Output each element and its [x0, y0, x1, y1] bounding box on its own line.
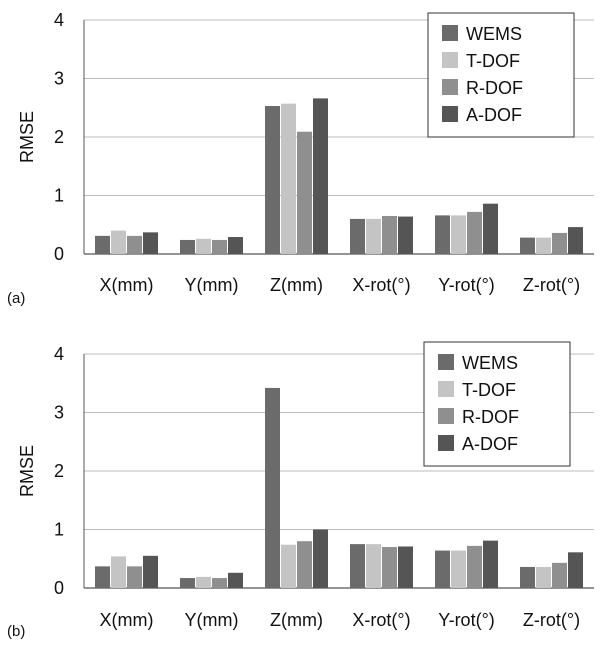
chart1-bar-wems — [350, 218, 365, 254]
chart1-bar-t-dof — [196, 238, 211, 254]
chart2-category-label: Z(mm) — [270, 610, 323, 630]
chart2-bar-r-dof — [127, 566, 142, 588]
chart1-bar-r-dof — [127, 235, 142, 254]
chart1-category-label: Z-rot(°) — [523, 275, 580, 295]
chart2-bar-r-dof — [467, 545, 482, 588]
chart1-bar-wems — [180, 239, 195, 254]
chart2-legend-label: T-DOF — [462, 380, 516, 400]
chart1-bar-wems — [520, 237, 535, 254]
chart2-category-label: X(mm) — [100, 610, 154, 630]
chart1-bar-r-dof — [467, 211, 482, 254]
chart1-bar-r-dof — [212, 239, 227, 254]
chart1-bar-t-dof — [281, 103, 296, 254]
chart1-legend-swatch-a-dof — [442, 106, 458, 122]
chart2-bar-a-dof — [313, 529, 328, 588]
chart2-category-label: Y(mm) — [185, 610, 239, 630]
chart2-bar-r-dof — [552, 562, 567, 588]
chart1-bar-a-dof — [313, 98, 328, 254]
chart2-bar-a-dof — [228, 572, 243, 588]
chart2-ytick-label: 3 — [54, 403, 64, 423]
chart2-legend-label: A-DOF — [462, 434, 518, 454]
chart2-legend-swatch-wems — [438, 354, 454, 370]
chart2-bar-wems — [95, 566, 110, 588]
chart2-bar-r-dof — [297, 541, 312, 588]
chart1-category-label: Y-rot(°) — [438, 275, 495, 295]
chart1-bar-t-dof — [536, 237, 551, 254]
chart2-bar-t-dof — [281, 544, 296, 588]
chart1-ytick-label: 1 — [54, 186, 64, 206]
chart1-bar-t-dof — [366, 218, 381, 254]
chart1-ytick-label: 0 — [54, 244, 64, 264]
chart1-legend-label: WEMS — [466, 24, 522, 44]
chart2-bar-t-dof — [111, 556, 126, 588]
chart2-ytick-label: 1 — [54, 520, 64, 540]
chart1-legend-label: A-DOF — [466, 105, 522, 125]
chart2-ytick-label: 4 — [54, 344, 64, 364]
chart1-bar-r-dof — [297, 131, 312, 254]
chart1-legend-swatch-t-dof — [442, 52, 458, 68]
chart1-legend-label: R-DOF — [466, 78, 523, 98]
chart2-bar-wems — [435, 550, 450, 588]
chart1-bar-wems — [265, 105, 280, 255]
chart2-panel-label: (b) — [7, 623, 25, 640]
chart1-bar-a-dof — [143, 232, 158, 254]
chart1-ytick-label: 2 — [54, 127, 64, 147]
chart1-bar-t-dof — [451, 215, 466, 254]
chart2-bar-t-dof — [451, 550, 466, 588]
chart2-bar-t-dof — [536, 566, 551, 588]
chart2-category-label: X-rot(°) — [352, 610, 410, 630]
chart2-legend-label: R-DOF — [462, 407, 519, 427]
chart1-legend-swatch-r-dof — [442, 79, 458, 95]
chart1-legend-label: T-DOF — [466, 51, 520, 71]
chart2-bar-wems — [265, 387, 280, 588]
chart1-category-label: X-rot(°) — [352, 275, 410, 295]
chart1-bar-r-dof — [552, 232, 567, 254]
chart1-y-axis-label: RMSE — [17, 111, 37, 163]
chart2-y-axis-label: RMSE — [17, 445, 37, 497]
chart1-legend-swatch-wems — [442, 25, 458, 41]
chart1-ytick-label: 4 — [54, 10, 64, 30]
chart2-ytick-label: 2 — [54, 461, 64, 481]
chart2-ytick-label: 0 — [54, 578, 64, 598]
chart1-bar-wems — [435, 215, 450, 254]
chart2-bar-a-dof — [398, 546, 413, 588]
chart1-bar-a-dof — [568, 227, 583, 254]
chart2-bar-t-dof — [366, 544, 381, 588]
chart1-category-label: Z(mm) — [270, 275, 323, 295]
chart2-bar-wems — [520, 566, 535, 588]
chart2-bar-a-dof — [143, 555, 158, 588]
chart1-ytick-label: 3 — [54, 69, 64, 89]
chart2-category-label: Z-rot(°) — [523, 610, 580, 630]
chart2-bar-t-dof — [196, 576, 211, 588]
chart2-legend-swatch-r-dof — [438, 408, 454, 424]
chart1-bar-a-dof — [483, 203, 498, 254]
chart2-legend-swatch-t-dof — [438, 381, 454, 397]
chart2-bar-a-dof — [483, 540, 498, 588]
chart1-panel-label: (a) — [7, 290, 25, 307]
chart2-bar-wems — [350, 544, 365, 588]
chart2-bar-r-dof — [212, 578, 227, 588]
chart2-category-label: Y-rot(°) — [438, 610, 495, 630]
chart1-bar-wems — [95, 235, 110, 254]
chart1-bar-a-dof — [228, 237, 243, 254]
chart2-bar-r-dof — [382, 547, 397, 588]
chart1-bar-t-dof — [111, 230, 126, 254]
chart2-legend-swatch-a-dof — [438, 435, 454, 451]
chart2-bar-a-dof — [568, 552, 583, 588]
chart2-bar-wems — [180, 578, 195, 588]
chart1-category-label: X(mm) — [100, 275, 154, 295]
chart1-bar-r-dof — [382, 215, 397, 254]
chart2-legend-label: WEMS — [462, 353, 518, 373]
chart1-category-label: Y(mm) — [185, 275, 239, 295]
chart1-bar-a-dof — [398, 216, 413, 254]
